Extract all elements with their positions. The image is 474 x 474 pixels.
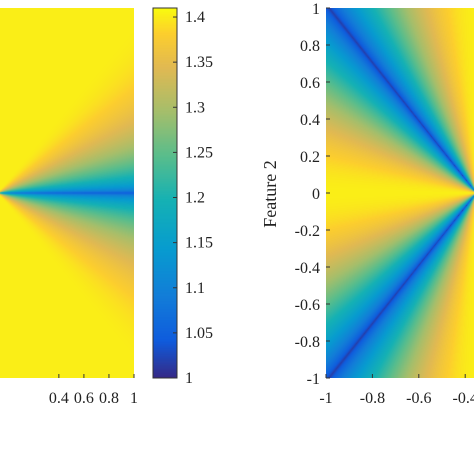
colorbar-gradient (153, 8, 177, 378)
right-x-tick-label: -1 (319, 390, 332, 407)
left-axes: 0.4 0.6 0.8 1 (49, 374, 138, 407)
right-y-tick-label: 0.8 (300, 38, 320, 55)
right-y-tick-label: -0.8 (295, 334, 320, 351)
right-y-tick-label: 1 (312, 1, 320, 18)
right-heatmap-image (326, 8, 474, 378)
left-x-tick-label: 0.4 (49, 390, 69, 407)
colorbar-tick-label: 1.4 (185, 9, 205, 26)
colorbar-tick-label: 1.1 (185, 280, 205, 297)
right-y-tick-label: 0.4 (300, 112, 320, 129)
right-heatmap-panel: -1 -0.8 -0.6 -0.4 -0.2 0 0.2 0.4 0.6 0.8 1 -1 -0.8 -0… (260, 1, 474, 407)
colorbar: 1 1.05 1.1 1.15 1.2 1.25 1.3 1.35 1.4 (152, 7, 213, 387)
colorbar-tick-label: 1.3 (185, 99, 205, 116)
left-x-tick-label: 1 (130, 390, 138, 407)
right-y-tick-label: 0.6 (300, 75, 320, 92)
left-heatmap-panel: 0.4 0.6 0.8 1 (0, 8, 138, 407)
colorbar-tick-label: 1.2 (185, 190, 205, 207)
colorbar-tick-label: 1.05 (185, 325, 213, 342)
right-x-tick-label: -0.8 (360, 390, 385, 407)
right-axes: -1 -0.8 -0.6 -0.4 -0.2 0 0.2 0.4 0.6 0.8 1 -1 -0.8 -0… (295, 1, 474, 407)
left-x-tick-label: 0.6 (74, 390, 94, 407)
right-y-tick-label: 0.2 (300, 149, 320, 166)
right-x-tick-label: -0.4 (453, 390, 474, 407)
right-x-tick-label: -0.6 (406, 390, 431, 407)
colorbar-frame (152, 7, 178, 379)
right-y-tick-label: -0.6 (295, 297, 320, 314)
colorbar-tick-label: 1 (185, 370, 193, 387)
right-y-tick-label: -0.4 (295, 260, 320, 277)
left-x-tick-label: 0.8 (99, 390, 119, 407)
right-y-tick-label: 0 (312, 186, 320, 203)
left-heatmap-image (0, 8, 134, 378)
right-y-tick-label: -0.2 (295, 223, 320, 240)
colorbar-tick-label: 1.15 (185, 235, 213, 252)
colorbar-tick-label: 1.25 (185, 144, 213, 161)
right-y-tick-label: -1 (307, 371, 320, 388)
colorbar-ticks: 1 1.05 1.1 1.15 1.2 1.25 1.3 1.35 1.4 (173, 9, 213, 387)
colorbar-tick-label: 1.35 (185, 54, 213, 71)
right-y-axis-title: Feature 2 (260, 160, 280, 227)
